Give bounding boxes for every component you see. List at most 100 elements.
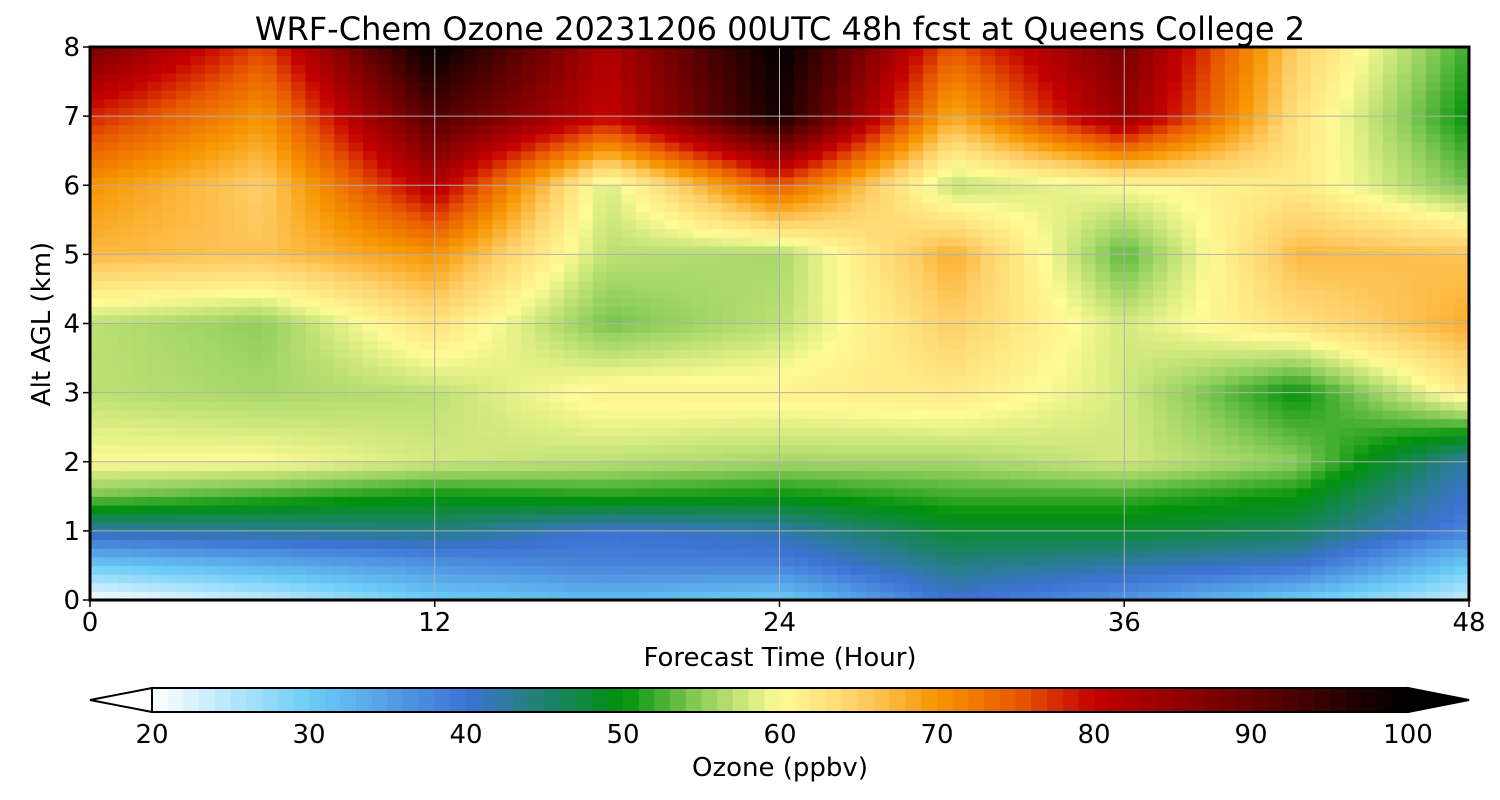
heatmap-cell: [1210, 288, 1226, 299]
heatmap-cell: [1253, 340, 1269, 351]
heatmap-cell: [549, 306, 565, 316]
heatmap-cell: [808, 401, 824, 411]
heatmap-cell: [650, 444, 666, 454]
heatmap-cell: [1066, 479, 1082, 489]
heatmap-cell: [722, 237, 738, 247]
heatmap-cell: [348, 418, 364, 428]
heatmap-cell: [1181, 591, 1197, 600]
heatmap-cell: [477, 159, 493, 169]
heatmap-cell: [305, 530, 321, 541]
heatmap-cell: [1454, 306, 1469, 316]
heatmap-cell: [937, 176, 953, 186]
heatmap-cell: [880, 427, 896, 437]
heatmap-cell: [980, 228, 996, 238]
heatmap-cell: [1124, 237, 1140, 247]
heatmap-cell: [836, 565, 852, 575]
heatmap-cell: [880, 202, 896, 212]
heatmap-cell: [1239, 427, 1255, 437]
heatmap-cell: [1454, 470, 1469, 480]
heatmap-cell: [549, 539, 565, 549]
heatmap-cell: [880, 323, 896, 333]
heatmap-cell: [1152, 470, 1168, 480]
heatmap-cell: [1066, 392, 1082, 402]
heatmap-cell: [1138, 401, 1154, 411]
heatmap-cell: [1239, 332, 1255, 342]
heatmap-cell: [578, 556, 594, 567]
heatmap-cell: [880, 245, 896, 255]
heatmap-cell: [1296, 409, 1312, 420]
heatmap-cell: [1095, 306, 1111, 316]
heatmap-cell: [1181, 297, 1197, 307]
heatmap-cell: [607, 202, 623, 212]
heatmap-cell: [1310, 167, 1326, 178]
heatmap-cell: [176, 461, 192, 471]
heatmap-cell: [391, 314, 407, 325]
heatmap-cell: [1023, 496, 1039, 506]
heatmap-cell: [348, 228, 364, 238]
heatmap-cell: [1239, 219, 1255, 230]
heatmap-cell: [233, 349, 249, 359]
heatmap-cell: [1282, 375, 1298, 385]
heatmap-cell: [1296, 228, 1312, 238]
heatmap-cell: [693, 435, 709, 446]
heatmap-cell: [549, 487, 565, 497]
heatmap-cell: [564, 453, 579, 463]
heatmap-cell: [1138, 427, 1154, 437]
heatmap-cell: [1282, 159, 1298, 169]
heatmap-cell: [1296, 314, 1312, 325]
heatmap-cell: [1152, 548, 1168, 558]
heatmap-cell: [305, 245, 321, 255]
heatmap-cell: [607, 193, 623, 204]
heatmap-cell: [492, 479, 508, 489]
heatmap-cell: [305, 435, 321, 446]
heatmap-cell: [880, 383, 896, 394]
heatmap-cell: [492, 487, 508, 497]
heatmap-cell: [937, 202, 953, 212]
heatmap-cell: [722, 548, 738, 558]
heatmap-cell: [1368, 358, 1384, 368]
heatmap-cell: [233, 392, 249, 402]
heatmap-cell: [492, 418, 508, 428]
heatmap-cell: [621, 565, 637, 575]
heatmap-cell: [262, 522, 278, 532]
heatmap-cell: [736, 392, 752, 402]
heatmap-cell: [1152, 176, 1168, 186]
heatmap-cell: [592, 159, 608, 169]
heatmap-cell: [1440, 245, 1456, 255]
heatmap-cell: [736, 548, 752, 558]
heatmap-cell: [420, 150, 436, 160]
heatmap-cell: [492, 159, 508, 169]
heatmap-cell: [1224, 185, 1240, 195]
heatmap-cell: [1440, 202, 1456, 212]
heatmap-cell: [923, 237, 939, 247]
heatmap-cell: [564, 392, 579, 402]
heatmap-cell: [492, 375, 508, 385]
heatmap-cell: [908, 271, 924, 281]
heatmap-cell: [980, 366, 996, 376]
heatmap-cell: [549, 453, 565, 463]
heatmap-cell: [908, 418, 924, 428]
heatmap-cell: [377, 211, 393, 221]
heatmap-cell: [1038, 574, 1054, 584]
heatmap-cell: [722, 211, 738, 221]
heatmap-cell: [1124, 548, 1140, 558]
heatmap-cell: [722, 418, 738, 428]
heatmap-cell: [549, 366, 565, 376]
heatmap-cell: [1397, 263, 1413, 273]
heatmap-cell: [535, 479, 551, 489]
heatmap-cell: [765, 409, 781, 420]
heatmap-cell: [693, 280, 709, 290]
heatmap-cell: [549, 271, 565, 281]
heatmap-cell: [118, 245, 134, 255]
heatmap-cell: [463, 556, 479, 567]
heatmap-cell: [248, 340, 263, 351]
heatmap-cell: [1411, 383, 1427, 394]
heatmap-cell: [506, 185, 522, 195]
heatmap-cell: [894, 176, 910, 186]
heatmap-cell: [1325, 504, 1341, 515]
heatmap-cell: [894, 530, 910, 541]
heatmap-cell: [520, 565, 536, 575]
heatmap-cell: [592, 288, 608, 299]
heatmap-cell: [664, 349, 680, 359]
heatmap-cell: [564, 306, 579, 316]
